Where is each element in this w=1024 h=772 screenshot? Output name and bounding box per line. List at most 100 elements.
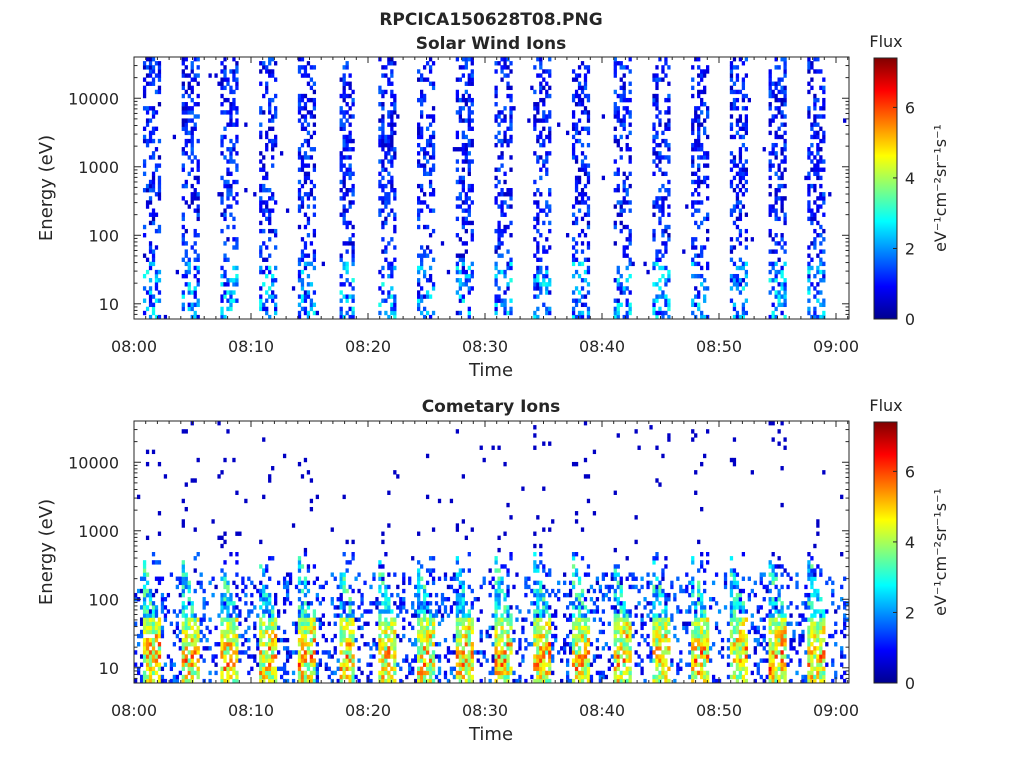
heatmap-cell [381, 671, 384, 675]
heatmap-cell [226, 589, 229, 593]
heatmap-cell [220, 597, 223, 601]
heatmap-cell [197, 208, 200, 212]
heatmap-cell [494, 568, 497, 572]
heatmap-cell [506, 282, 509, 286]
heatmap-cell [268, 98, 271, 102]
heatmap-cell [197, 102, 200, 106]
heatmap-cell [536, 249, 539, 253]
heatmap-cell [500, 77, 503, 81]
heatmap-cell [268, 626, 271, 630]
heatmap-cell [179, 609, 182, 613]
heatmap-cell [316, 597, 319, 601]
heatmap-cell [465, 658, 468, 662]
heatmap-cell [503, 564, 506, 568]
heatmap-cell [307, 290, 310, 294]
heatmap-cell [301, 114, 304, 118]
heatmap-cell [536, 139, 539, 143]
heatmap-cell [494, 229, 497, 233]
heatmap-cell [393, 572, 396, 576]
heatmap-cell [265, 585, 268, 589]
heatmap-cell [545, 671, 548, 675]
heatmap-cell [664, 303, 667, 307]
heatmap-cell [456, 98, 459, 102]
heatmap-cell [265, 654, 268, 658]
heatmap-cell [500, 241, 503, 245]
heatmap-cell [307, 143, 310, 147]
heatmap-cell [381, 249, 384, 253]
heatmap-cell [304, 106, 307, 110]
heatmap-cell [500, 650, 503, 654]
heatmap-cell [465, 634, 468, 638]
heatmap-cell [307, 626, 310, 630]
heatmap-cell [810, 135, 813, 139]
heatmap-cell [280, 151, 283, 155]
heatmap-cell [351, 638, 354, 642]
heatmap-cell [459, 110, 462, 114]
heatmap-cell [259, 106, 262, 110]
heatmap-cell [149, 196, 152, 200]
heatmap-cell [182, 168, 185, 172]
heatmap-cell [200, 572, 203, 576]
heatmap-cell [506, 188, 509, 192]
heatmap-cell [813, 237, 816, 241]
heatmap-cell [655, 106, 658, 110]
heatmap-cell [620, 123, 623, 127]
heatmap-cell [223, 282, 226, 286]
heatmap-cell [533, 237, 536, 241]
heatmap-cell [658, 168, 661, 172]
heatmap-cell [307, 675, 310, 679]
heatmap-cell [655, 299, 658, 303]
heatmap-cell [334, 634, 337, 638]
heatmap-cell [429, 634, 432, 638]
heatmap-cell [143, 86, 146, 90]
heatmap-cell [235, 605, 238, 609]
heatmap-cell [739, 90, 742, 94]
heatmap-cell [542, 114, 545, 118]
heatmap-cell [775, 217, 778, 221]
heatmap-cell [420, 184, 423, 188]
heatmap-cell [658, 155, 661, 159]
heatmap-cell [545, 213, 548, 217]
heatmap-cell [545, 290, 548, 294]
heatmap-cell [274, 110, 277, 114]
heatmap-cell [259, 131, 262, 135]
heatmap-cell [542, 159, 545, 163]
heatmap-cell [393, 258, 396, 262]
heatmap-cell [351, 311, 354, 315]
heatmap-cell [739, 282, 742, 286]
y-tick-label: 10000 [68, 89, 119, 108]
heatmap-cell [417, 131, 420, 135]
heatmap-cell [152, 65, 155, 69]
heatmap-cell [298, 110, 301, 114]
heatmap-cell [346, 642, 349, 646]
heatmap-cell [617, 188, 620, 192]
heatmap-cell [536, 658, 539, 662]
heatmap-cell [572, 642, 575, 646]
heatmap-cell [393, 642, 396, 646]
heatmap-cell [232, 458, 235, 462]
heatmap-cell [783, 61, 786, 65]
heatmap-cell [185, 429, 188, 433]
heatmap-cell [775, 82, 778, 86]
heatmap-cell [384, 73, 387, 77]
heatmap-cell [548, 527, 551, 531]
heatmap-cell [259, 82, 262, 86]
heatmap-cell [244, 188, 247, 192]
heatmap-cell [506, 585, 509, 589]
heatmap-cell [381, 188, 384, 192]
heatmap-cell [343, 82, 346, 86]
heatmap-cell [542, 127, 545, 131]
heatmap-cell [170, 622, 173, 626]
heatmap-cell [143, 61, 146, 65]
heatmap-cell [164, 605, 167, 609]
heatmap-cell [655, 282, 658, 286]
heatmap-cell [310, 499, 313, 503]
heatmap-cell [351, 225, 354, 229]
heatmap-cell [310, 147, 313, 151]
heatmap-cell [456, 609, 459, 613]
heatmap-cell [539, 663, 542, 667]
heatmap-cell [497, 536, 500, 540]
heatmap-cell [223, 254, 226, 258]
heatmap-cell [194, 249, 197, 253]
heatmap-cell [268, 601, 271, 605]
